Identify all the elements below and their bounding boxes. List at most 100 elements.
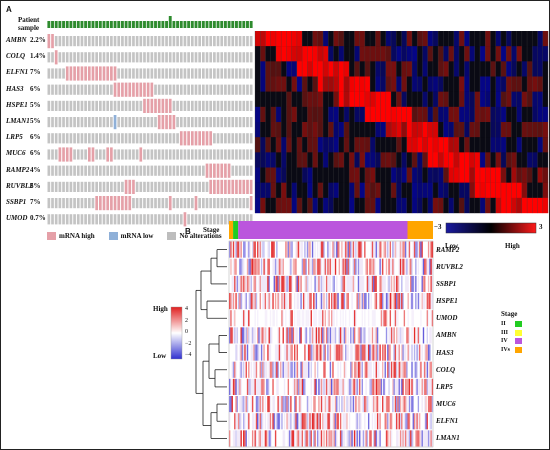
heatmap-b-cell xyxy=(339,327,342,344)
heatmap-a-cell xyxy=(296,46,303,62)
heatmap-a-cell xyxy=(485,122,491,138)
heatmap-a-cell xyxy=(532,137,538,153)
heatmap-a-cell xyxy=(275,197,282,214)
heatmap-a-cell xyxy=(542,31,549,47)
heatmap-b-cell xyxy=(376,293,379,310)
heatmap-a-cell xyxy=(281,182,287,199)
heatmap-b-cell xyxy=(429,327,431,344)
heatmap-b-cell xyxy=(314,258,316,275)
heatmap-b-cell xyxy=(401,293,403,310)
heatmap-a-cell xyxy=(542,122,549,138)
oncoprint-cell xyxy=(102,165,106,176)
heatmap-a-cell xyxy=(275,137,282,153)
oncoprint-cell xyxy=(117,68,121,79)
oncoprint-cell xyxy=(249,117,253,128)
heatmap-b-cell xyxy=(230,378,232,395)
heatmap-b-cell xyxy=(254,430,256,447)
oncoprint-cell xyxy=(80,181,84,192)
heatmap-a-cell xyxy=(333,76,339,92)
heatmap-b-cell xyxy=(328,327,330,344)
heatmap-b-cell xyxy=(269,361,272,378)
heatmap-b-cell xyxy=(319,413,321,430)
heatmap-a-cell xyxy=(506,46,512,62)
heatmap-a-cell xyxy=(317,61,324,77)
oncoprint-cell xyxy=(62,147,65,162)
oncoprint-cell xyxy=(84,198,87,209)
heatmap-a-cell xyxy=(427,31,434,47)
oncoprint-cell xyxy=(58,100,62,111)
oncoprint-cell xyxy=(176,52,179,63)
heatmap-b-cell xyxy=(236,396,239,413)
oncoprint-cell xyxy=(58,68,62,79)
heatmap-a-cell xyxy=(375,197,381,214)
row-dendrogram xyxy=(195,249,227,439)
oncoprint-cell xyxy=(235,117,238,128)
heatmap-b-cell xyxy=(269,327,272,344)
oncoprint-cell xyxy=(176,68,179,79)
heatmap-b-cell xyxy=(296,344,298,361)
stage-segment xyxy=(229,221,234,239)
heatmap-b-cell xyxy=(413,361,416,378)
oncoprint-cell xyxy=(117,117,121,128)
oncoprint-cell xyxy=(62,52,65,63)
alteration-bar xyxy=(47,21,51,28)
oncoprint-cell xyxy=(198,52,201,63)
heatmap-a-cell xyxy=(453,76,460,92)
heatmap-a-cell xyxy=(527,182,533,199)
heatmap-b-cell xyxy=(369,344,371,361)
heatmap-b-cell xyxy=(283,361,286,378)
heatmap-b-cell xyxy=(277,378,279,395)
oncoprint-cell xyxy=(132,100,135,111)
oncoprint-cell xyxy=(54,68,58,79)
heatmap-a-cell xyxy=(302,197,308,214)
heatmap-a-cell xyxy=(349,61,355,77)
heatmap-b-cell xyxy=(282,396,284,413)
oncoprint-cell xyxy=(84,84,87,95)
oncoprint-cell xyxy=(154,36,157,47)
heatmap-b-cell xyxy=(392,258,394,275)
oncoprint-cell xyxy=(62,133,65,144)
oncoprint-cell xyxy=(106,214,110,225)
heatmap-a-cell xyxy=(328,197,334,214)
heatmap-b-cell xyxy=(338,241,341,258)
oncoprint-cell xyxy=(121,181,124,192)
heatmap-b-cell xyxy=(338,396,341,413)
oncoprint-cell xyxy=(143,82,146,97)
heatmap-b-cell xyxy=(297,430,300,447)
heatmap-b-cell xyxy=(291,361,293,378)
heatmap-b-bg xyxy=(228,240,434,448)
heatmap-a-cell xyxy=(380,197,387,214)
oncoprint-cell xyxy=(110,66,113,81)
heatmap-a-cell xyxy=(281,197,287,214)
oncoprint-cell xyxy=(51,181,54,192)
oncoprint-cell xyxy=(135,181,139,192)
heatmap-a-cell xyxy=(375,122,381,138)
oncoprint-cell xyxy=(84,36,87,47)
oncoprint-cell xyxy=(113,52,117,63)
oncoprint-cell xyxy=(165,133,168,144)
heatmap-b-cell xyxy=(364,361,366,378)
heatmap-b-cell xyxy=(361,275,363,292)
heatmap-a-cell xyxy=(464,137,470,153)
heatmap-b-cell xyxy=(300,378,302,395)
heatmap-b-cell xyxy=(323,241,325,258)
oncoprint-cell xyxy=(165,36,168,47)
heatmap-b-cell xyxy=(306,293,309,310)
oncoprint-cell xyxy=(110,147,113,162)
heatmap-b-cell xyxy=(286,396,288,413)
heatmap-b-cell xyxy=(296,378,298,395)
oncoprint-cell xyxy=(176,36,179,47)
heatmap-b-cell xyxy=(240,361,242,378)
heatmap-b-cell xyxy=(232,361,235,378)
heatmap-b-cell xyxy=(283,275,286,292)
heatmap-a-cell xyxy=(464,91,470,108)
oncoprint-cell xyxy=(161,165,165,176)
heatmap-b-cell xyxy=(299,310,301,327)
oncoprint-cell xyxy=(69,165,73,176)
heatmap-b-cell xyxy=(356,361,358,378)
oncoprint-cell xyxy=(139,133,143,144)
heatmap-b-cell xyxy=(260,344,263,361)
heatmap-b-cell xyxy=(318,258,320,275)
heatmap-b-cell xyxy=(418,241,421,258)
heatmap-b-cell xyxy=(426,361,428,378)
